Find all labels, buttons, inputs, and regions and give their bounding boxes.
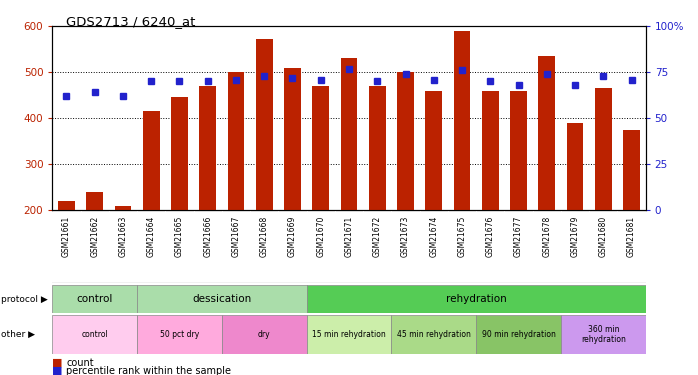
Text: GSM21663: GSM21663 <box>119 216 128 257</box>
Bar <box>222 315 306 354</box>
Text: GSM21676: GSM21676 <box>486 216 495 257</box>
Bar <box>306 315 392 354</box>
Text: GSM21669: GSM21669 <box>288 216 297 257</box>
Bar <box>171 98 188 210</box>
Text: GSM21681: GSM21681 <box>627 216 636 257</box>
Bar <box>137 315 222 354</box>
Text: GSM21666: GSM21666 <box>203 216 212 257</box>
Text: 90 min rehydration: 90 min rehydration <box>482 330 556 339</box>
Text: GSM21664: GSM21664 <box>147 216 156 257</box>
Text: GSM21678: GSM21678 <box>542 216 551 257</box>
Text: GDS2713 / 6240_at: GDS2713 / 6240_at <box>66 15 195 28</box>
Bar <box>538 56 555 210</box>
Text: GSM21671: GSM21671 <box>345 216 353 257</box>
Text: ■: ■ <box>52 358 63 368</box>
Bar <box>284 68 301 210</box>
Bar <box>425 91 443 210</box>
Text: GSM21675: GSM21675 <box>457 216 466 257</box>
Bar <box>137 285 306 313</box>
Bar <box>143 111 160 210</box>
Bar <box>341 58 357 210</box>
Text: protocol ▶: protocol ▶ <box>1 295 48 304</box>
Text: GSM21679: GSM21679 <box>570 216 579 257</box>
Bar <box>567 123 584 210</box>
Bar <box>114 206 131 210</box>
Bar <box>476 315 561 354</box>
Text: 50 pct dry: 50 pct dry <box>160 330 199 339</box>
Bar <box>228 72 244 210</box>
Text: GSM21661: GSM21661 <box>62 216 71 257</box>
Bar <box>454 31 470 210</box>
Bar <box>369 86 386 210</box>
Bar <box>87 192 103 210</box>
Text: GSM21673: GSM21673 <box>401 216 410 257</box>
Text: dessication: dessication <box>192 294 251 304</box>
Bar <box>58 201 75 210</box>
Text: GSM21668: GSM21668 <box>260 216 269 257</box>
Text: other ▶: other ▶ <box>1 330 36 339</box>
Text: 15 min rehydration: 15 min rehydration <box>312 330 386 339</box>
Text: 45 min rehydration: 45 min rehydration <box>397 330 470 339</box>
Text: GSM21662: GSM21662 <box>90 216 99 257</box>
Bar <box>52 285 137 313</box>
Bar <box>510 91 527 210</box>
Bar <box>623 130 640 210</box>
Bar <box>312 86 329 210</box>
Text: 360 min
rehydration: 360 min rehydration <box>581 325 625 344</box>
Text: count: count <box>66 358 94 368</box>
Text: GSM21672: GSM21672 <box>373 216 382 257</box>
Text: GSM21677: GSM21677 <box>514 216 523 257</box>
Text: ■: ■ <box>52 366 63 375</box>
Bar <box>482 91 499 210</box>
Bar <box>52 315 137 354</box>
Text: rehydration: rehydration <box>446 294 507 304</box>
Text: GSM21665: GSM21665 <box>175 216 184 257</box>
Bar <box>392 315 476 354</box>
Text: GSM21674: GSM21674 <box>429 216 438 257</box>
Bar <box>255 39 273 210</box>
Text: GSM21680: GSM21680 <box>599 216 608 257</box>
Bar <box>306 285 646 313</box>
Bar <box>199 86 216 210</box>
Text: dry: dry <box>258 330 271 339</box>
Text: percentile rank within the sample: percentile rank within the sample <box>66 366 231 375</box>
Text: control: control <box>77 294 113 304</box>
Text: GSM21670: GSM21670 <box>316 216 325 257</box>
Bar <box>397 72 414 210</box>
Bar <box>595 88 611 210</box>
Text: control: control <box>82 330 108 339</box>
Text: GSM21667: GSM21667 <box>232 216 241 257</box>
Bar <box>561 315 646 354</box>
